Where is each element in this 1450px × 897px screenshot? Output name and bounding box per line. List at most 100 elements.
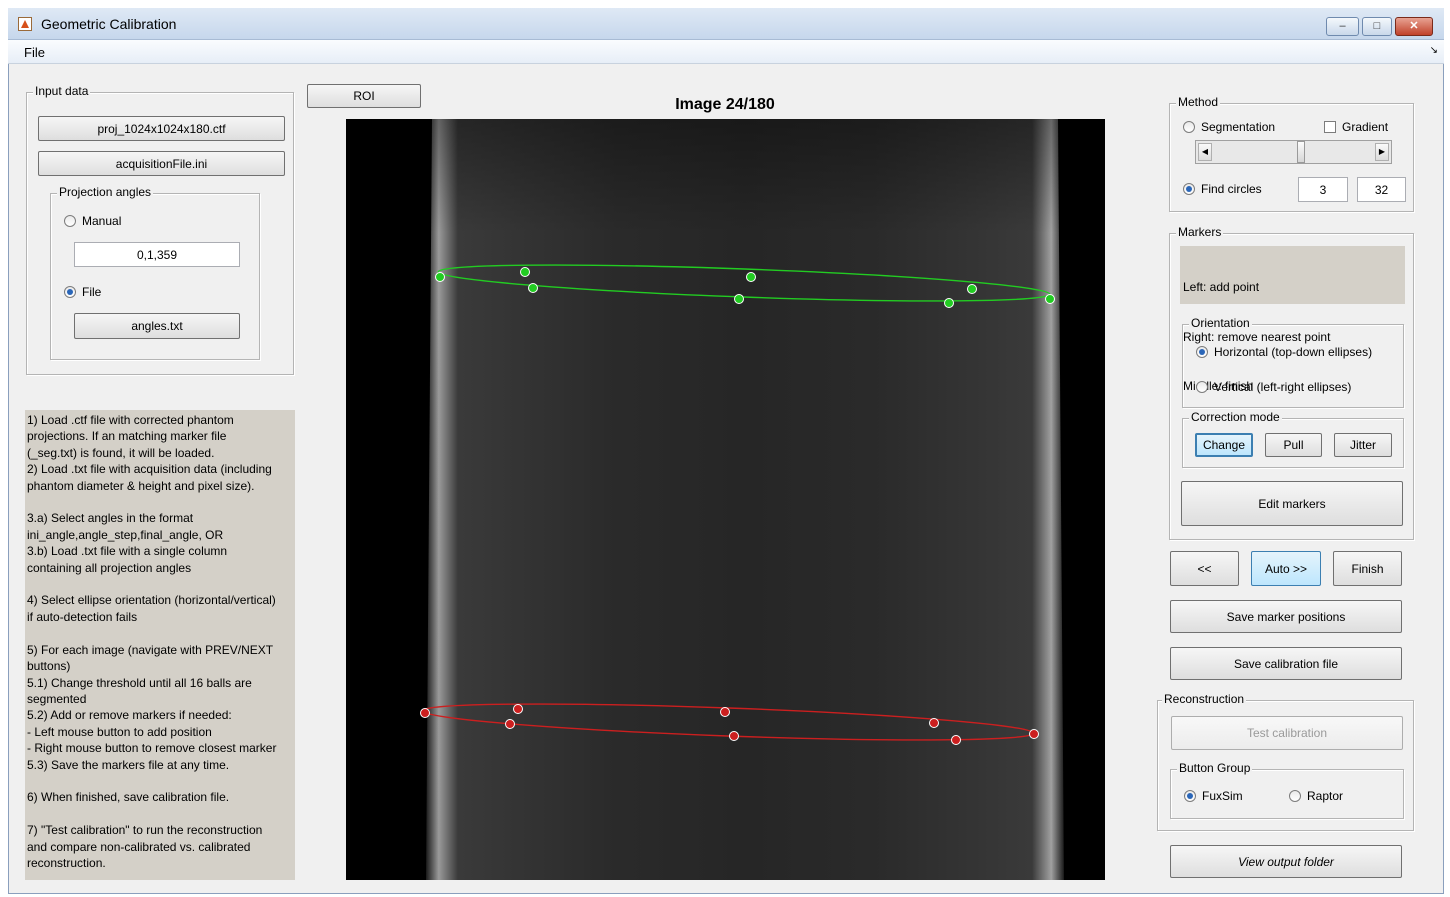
threshold-slider[interactable]: ◀ ▶ (1195, 140, 1392, 164)
fuxsim-radio[interactable]: FuxSim (1184, 789, 1243, 803)
bottom-marker-7[interactable] (729, 731, 739, 741)
segmentation-radio-indicator[interactable] (1183, 121, 1195, 133)
file-radio[interactable]: File (64, 285, 101, 299)
view-output-folder-button[interactable]: View output folder (1170, 845, 1402, 878)
instructions-text: 1) Load .ctf file with corrected phantom… (25, 410, 295, 880)
slider-thumb[interactable] (1297, 141, 1305, 163)
top-marker-1[interactable] (435, 272, 445, 282)
top-marker-7[interactable] (734, 294, 744, 304)
top-marker-2[interactable] (520, 267, 530, 277)
auto-next-button[interactable]: Auto >> (1251, 551, 1321, 586)
markers-title: Markers (1176, 225, 1224, 239)
find-circles-min-input[interactable]: 3 (1298, 177, 1348, 202)
window-title: Geometric Calibration (41, 16, 177, 32)
gradient-checkbox-box[interactable] (1324, 121, 1336, 133)
fuxsim-radio-indicator[interactable] (1184, 790, 1196, 802)
manual-label: Manual (82, 214, 122, 228)
horizontal-radio-indicator[interactable] (1196, 346, 1208, 358)
input-data-panel: Input data (26, 84, 294, 375)
manual-angles-input[interactable]: 0,1,359 (74, 242, 240, 267)
roi-button[interactable]: ROI (307, 84, 421, 108)
bottom-marker-3[interactable] (720, 707, 730, 717)
save-marker-positions-button[interactable]: Save marker positions (1170, 600, 1402, 633)
orientation-title: Orientation (1189, 316, 1252, 330)
menu-file[interactable]: File (24, 45, 45, 60)
file-label: File (82, 285, 102, 299)
orientation-panel: Orientation (1182, 316, 1404, 408)
slider-right-arrow-icon[interactable]: ▶ (1375, 143, 1389, 161)
input-data-title: Input data (33, 84, 91, 98)
fuxsim-label: FuxSim (1202, 789, 1243, 803)
bottom-marker-5[interactable] (1029, 729, 1039, 739)
prev-button[interactable]: << (1170, 551, 1239, 586)
menu-bar: File ↘ (8, 40, 1444, 64)
pull-mode-button[interactable]: Pull (1265, 433, 1322, 457)
angles-file-button[interactable]: angles.txt (74, 313, 240, 339)
jitter-mode-button[interactable]: Jitter (1334, 433, 1392, 457)
find-circles-label: Find circles (1201, 182, 1262, 196)
button-group-panel: Button Group (1170, 761, 1404, 819)
top-marker-5[interactable] (1045, 294, 1055, 304)
correction-mode-panel: Correction mode (1182, 410, 1404, 468)
raptor-label: Raptor (1307, 789, 1344, 803)
top-marker-ellipse (435, 264, 1055, 308)
markers-panel: Markers (1169, 225, 1414, 540)
find-circles-max-input[interactable]: 32 (1357, 177, 1406, 202)
segmentation-label: Segmentation (1201, 120, 1276, 134)
top-marker-3[interactable] (746, 272, 756, 282)
bottom-marker-2[interactable] (513, 704, 523, 714)
raptor-radio-indicator[interactable] (1289, 790, 1301, 802)
button-group-title: Button Group (1177, 761, 1253, 775)
image-title: Image 24/180 (675, 96, 775, 113)
slider-left-arrow-icon[interactable]: ◀ (1198, 143, 1212, 161)
edit-markers-button[interactable]: Edit markers (1181, 481, 1403, 526)
bottom-marker-ellipse (420, 703, 1039, 745)
gradient-checkbox[interactable]: Gradient (1324, 120, 1388, 134)
minimize-button[interactable]: – (1326, 17, 1359, 36)
manual-radio[interactable]: Manual (64, 214, 121, 228)
reconstruction-panel: Reconstruction (1157, 692, 1414, 831)
finish-button[interactable]: Finish (1333, 551, 1402, 586)
save-calibration-file-button[interactable]: Save calibration file (1170, 647, 1402, 680)
bottom-marker-4[interactable] (929, 718, 939, 728)
horizontal-label: Horizontal (top-down ellipses) (1214, 345, 1373, 359)
maximize-button[interactable]: □ (1362, 17, 1392, 36)
change-mode-button[interactable]: Change (1195, 433, 1253, 457)
manual-radio-indicator[interactable] (64, 215, 76, 227)
title-bar-background: Geometric Calibration – □ ✕ (8, 8, 1444, 40)
find-circles-radio-indicator[interactable] (1183, 183, 1195, 195)
projection-image-canvas (346, 119, 1105, 880)
projection-angles-title: Projection angles (57, 185, 154, 199)
top-marker-8[interactable] (944, 298, 954, 308)
vertical-orientation-radio[interactable]: Vertical (left-right ellipses) (1196, 380, 1351, 394)
title-bar: Geometric Calibration – □ ✕ (8, 8, 1444, 40)
markers-help-right: Right: remove nearest point (1183, 329, 1331, 344)
projection-image[interactable] (346, 119, 1105, 880)
test-calibration-button[interactable]: Test calibration (1171, 716, 1403, 750)
top-marker-6[interactable] (528, 283, 538, 293)
vertical-radio-indicator[interactable] (1196, 381, 1208, 393)
matlab-app-icon (18, 17, 32, 31)
load-acquisition-button[interactable]: acquisitionFile.ini (38, 151, 285, 176)
close-button[interactable]: ✕ (1395, 17, 1433, 36)
bottom-marker-8[interactable] (951, 735, 961, 745)
segmentation-radio[interactable]: Segmentation (1183, 120, 1275, 134)
reconstruction-title: Reconstruction (1162, 692, 1247, 706)
method-title: Method (1176, 95, 1221, 109)
find-circles-radio[interactable]: Find circles (1183, 182, 1262, 196)
gradient-label: Gradient (1342, 120, 1389, 134)
image-fade (346, 119, 1105, 880)
load-ctf-button[interactable]: proj_1024x1024x180.ctf (38, 116, 285, 141)
horizontal-orientation-radio[interactable]: Horizontal (top-down ellipses) (1196, 345, 1372, 359)
raptor-radio[interactable]: Raptor (1289, 789, 1343, 803)
markers-help-box: Left: add point Right: remove nearest po… (1180, 246, 1405, 393)
method-panel: Method (1169, 95, 1414, 212)
markers-help-left: Left: add point (1183, 280, 1260, 294)
top-marker-4[interactable] (967, 284, 977, 294)
projection-angles-panel: Projection angles (50, 185, 260, 360)
file-radio-indicator[interactable] (64, 286, 76, 298)
vertical-label: Vertical (left-right ellipses) (1214, 380, 1352, 394)
bottom-marker-6[interactable] (505, 719, 515, 729)
bottom-marker-1[interactable] (420, 708, 430, 718)
correction-mode-title: Correction mode (1189, 410, 1282, 424)
